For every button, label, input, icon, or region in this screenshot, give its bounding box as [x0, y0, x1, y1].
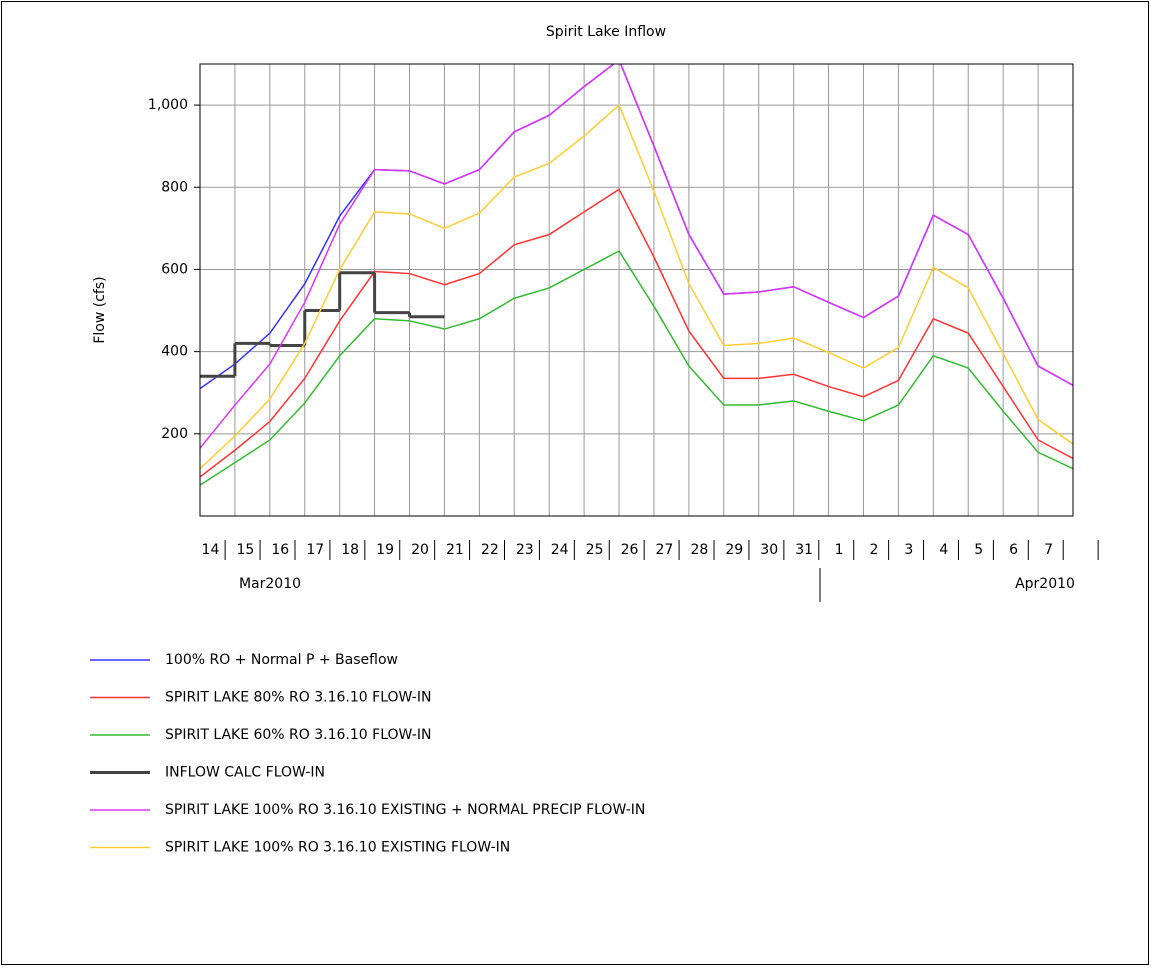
x-tick-label: 24 — [551, 542, 569, 558]
series-line — [200, 188, 1073, 478]
x-tick-label: 7 — [1044, 542, 1053, 558]
x-tick-label: 29 — [725, 542, 743, 558]
series-line — [200, 103, 1073, 470]
x-group-label: Apr2010 — [1015, 576, 1075, 592]
series-line — [200, 249, 1073, 486]
y-tick-label: 1,000 — [148, 97, 188, 113]
y-tick-label: 200 — [161, 426, 188, 442]
x-tick-label: 15 — [236, 542, 254, 558]
x-tick-label: 28 — [690, 542, 708, 558]
x-tick-label: 23 — [516, 542, 534, 558]
x-tick-label: 3 — [904, 542, 913, 558]
legend-label: INFLOW CALC FLOW-IN — [165, 765, 325, 781]
chart-title: Spirit Lake Inflow — [546, 24, 666, 40]
x-tick-label: 17 — [306, 542, 324, 558]
y-tick-label: 400 — [161, 344, 188, 360]
legend-label: SPIRIT LAKE 60% RO 3.16.10 FLOW-IN — [165, 727, 431, 743]
x-group-label: Mar2010 — [239, 576, 301, 592]
x-tick-label: 22 — [481, 542, 499, 558]
series-line — [200, 64, 1073, 449]
x-tick-label: 30 — [760, 542, 778, 558]
plot — [200, 64, 1073, 486]
legend-label: 100% RO + Normal P + Baseflow — [165, 652, 398, 668]
legend-label: SPIRIT LAKE 80% RO 3.16.10 FLOW-IN — [165, 690, 431, 706]
x-tick-label: 27 — [656, 542, 674, 558]
legend-label: SPIRIT LAKE 100% RO 3.16.10 EXISTING + N… — [165, 802, 645, 818]
y-axis-label: Flow (cfs) — [92, 276, 108, 343]
x-tick-label: 21 — [446, 542, 464, 558]
y-tick-label: 800 — [161, 179, 188, 195]
x-tick-label: 1 — [835, 542, 844, 558]
plot-border — [199, 63, 1074, 517]
x-tick-label: 31 — [795, 542, 813, 558]
legend-label: SPIRIT LAKE 100% RO 3.16.10 EXISTING FLO… — [165, 840, 510, 856]
x-tick-label: 19 — [376, 542, 394, 558]
x-tick-label: 18 — [341, 542, 359, 558]
x-tick-label: 25 — [586, 542, 604, 558]
x-tick-label: 14 — [202, 542, 220, 558]
x-tick-label: 20 — [411, 542, 429, 558]
x-tick-label: 26 — [621, 542, 639, 558]
x-tick-label: 6 — [1009, 542, 1018, 558]
x-tick-label: 16 — [271, 542, 289, 558]
y-tick-label: 600 — [161, 261, 188, 277]
x-tick-label: 5 — [974, 542, 983, 558]
x-tick-label: 4 — [939, 542, 948, 558]
x-tick-label: 2 — [869, 542, 878, 558]
